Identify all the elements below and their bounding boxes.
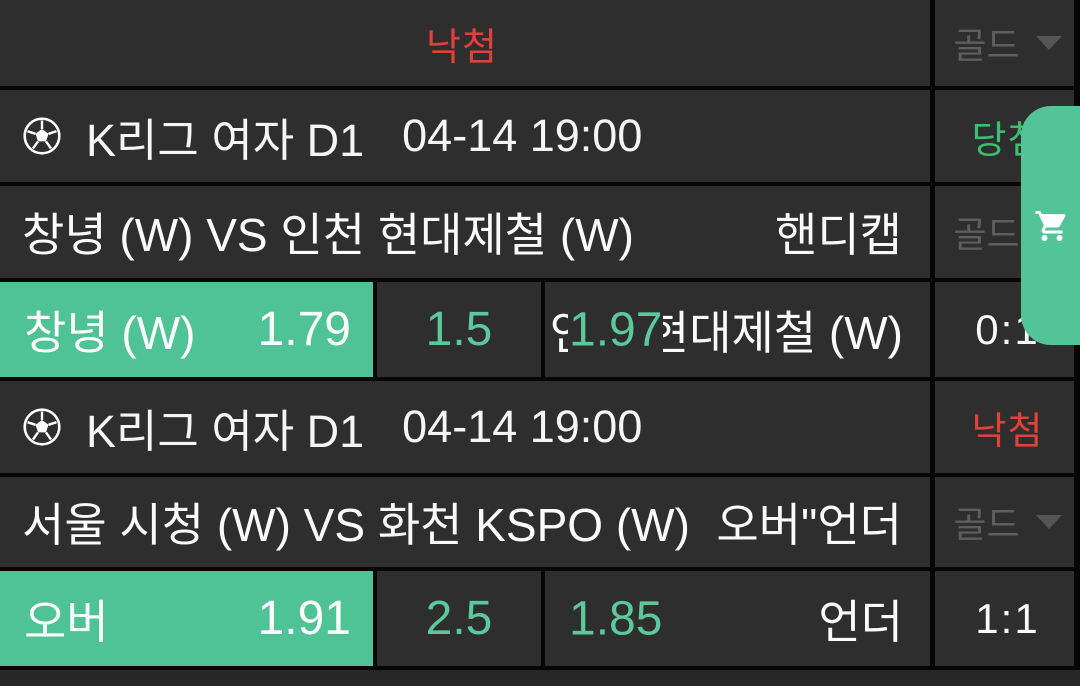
gold-filter-label: 골드 — [953, 214, 1020, 255]
cell-divider — [373, 282, 377, 377]
match-datetime: 04-14 19:00 — [402, 110, 643, 161]
match-teams-row: 서울 시청 (W) VS 화천 KSPO (W) 오버"언더 골드 — [0, 477, 1080, 571]
selected-pick-cell[interactable]: 오버 1.91 — [0, 571, 373, 666]
opponent-odds: 1.97 — [568, 299, 664, 360]
market-label: 핸디캡 — [775, 209, 902, 261]
league-name: K리그 여자 D1 — [86, 114, 365, 166]
match-datetime: 04-14 19:00 — [402, 401, 643, 452]
handicap-line-cell[interactable]: 1.5 — [377, 282, 541, 377]
opponent-odds: 1.85 — [568, 588, 664, 649]
status-badge-lose: 낙첨 — [971, 410, 1044, 453]
chevron-down-icon — [1035, 36, 1062, 50]
odds-row: 창녕 (W) 1.79 1.5 인천 현대제철 (W) 1.97 0:1 — [0, 282, 1080, 381]
cell-divider — [541, 571, 545, 666]
shopping-cart-icon — [1035, 210, 1066, 241]
cell-divider — [373, 571, 377, 666]
league-name: K리그 여자 D1 — [86, 405, 365, 457]
gold-filter-dropdown[interactable]: 골드 — [953, 496, 1062, 548]
gold-filter-label: 골드 — [953, 25, 1020, 66]
selected-pick-cell[interactable]: 창녕 (W) 1.79 — [0, 282, 373, 377]
odds-main: 오버 1.91 2.5 언더 1.85 — [0, 571, 930, 666]
odds-main: 창녕 (W) 1.79 1.5 인천 현대제철 (W) 1.97 — [0, 282, 930, 377]
market-label: 오버"언더 — [716, 499, 902, 551]
pick-name: 오버 — [24, 595, 109, 648]
handicap-line-value: 1.5 — [425, 303, 493, 356]
filter-cell: 골드 — [930, 477, 1080, 567]
result-cell: 낙첨 — [930, 381, 1080, 473]
match-teams-row: 창녕 (W) VS 인천 현대제철 (W) 핸디캡 골드 — [0, 186, 1080, 282]
pick-odds: 1.91 — [257, 592, 351, 645]
opponent-pick-cell[interactable]: 인천 현대제철 (W) 1.97 — [545, 282, 930, 377]
match-header-main: K리그 여자 D1 04-14 19:00 — [0, 381, 930, 473]
pick-odds: 1.79 — [257, 303, 351, 356]
opponent-pick-cell[interactable]: 언더 1.85 — [545, 571, 930, 666]
previous-bet-footer-row: 낙첨 골드 — [0, 0, 1080, 90]
match-score: 1:1 — [975, 594, 1040, 642]
soccer-ball-icon — [23, 117, 61, 155]
total-line-cell[interactable]: 2.5 — [377, 571, 541, 666]
match-header-main: K리그 여자 D1 04-14 19:00 — [0, 90, 930, 182]
chevron-down-icon — [1035, 515, 1062, 529]
teams-label: 서울 시청 (W) VS 화천 KSPO (W) — [22, 499, 690, 551]
gold-filter-dropdown[interactable]: 골드 — [953, 17, 1062, 69]
bet-result-label: 낙첨 — [426, 26, 498, 69]
match-header-row: K리그 여자 D1 04-14 19:00 낙첨 — [0, 381, 1080, 477]
previous-bet-result-area: 낙첨 — [0, 0, 930, 86]
score-cell: 1:1 — [930, 571, 1080, 666]
cell-divider — [541, 282, 545, 377]
gold-filter-label: 골드 — [953, 504, 1020, 545]
bet-cart-button[interactable] — [1021, 106, 1080, 345]
pick-name: 창녕 (W) — [24, 306, 196, 359]
match-header-row: K리그 여자 D1 04-14 19:00 당첨 — [0, 90, 1080, 186]
teams-label: 창녕 (W) VS 인천 현대제철 (W) — [22, 209, 634, 261]
match-teams-main: 창녕 (W) VS 인천 현대제철 (W) 핸디캡 — [0, 186, 930, 278]
soccer-ball-icon — [23, 408, 61, 446]
total-line-value: 2.5 — [425, 592, 493, 645]
match-teams-main: 서울 시청 (W) VS 화천 KSPO (W) 오버"언더 — [0, 477, 930, 567]
odds-row: 오버 1.91 2.5 언더 1.85 1:1 — [0, 571, 1080, 670]
opponent-name: 언더 — [818, 595, 903, 648]
filter-cell: 골드 — [930, 0, 1080, 86]
